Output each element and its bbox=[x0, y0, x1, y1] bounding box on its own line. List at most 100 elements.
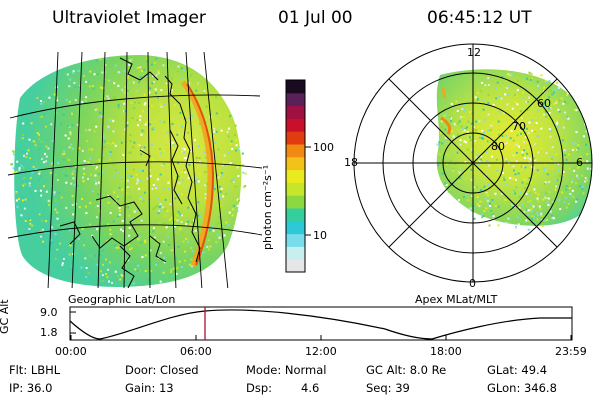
speckle-pixel bbox=[501, 76, 504, 79]
mlt-label-12: 12 bbox=[467, 46, 481, 59]
speckle-pixel bbox=[215, 96, 218, 99]
speckle-pixel bbox=[59, 242, 62, 245]
speckle-pixel bbox=[557, 162, 560, 165]
speckle-pixel bbox=[141, 148, 144, 151]
speckle-pixel bbox=[31, 224, 34, 227]
colorbar-cell bbox=[286, 118, 305, 132]
speckle-pixel bbox=[486, 199, 489, 202]
speckle-pixel bbox=[234, 124, 237, 127]
speckle-pixel bbox=[526, 77, 528, 80]
speckle-pixel bbox=[152, 127, 155, 130]
speckle-pixel bbox=[515, 160, 518, 162]
speckle-pixel bbox=[572, 167, 575, 170]
speckle-pixel bbox=[23, 154, 25, 157]
colorbar-cell bbox=[286, 92, 305, 107]
speckle-pixel bbox=[469, 150, 472, 153]
speckle-pixel bbox=[527, 228, 530, 231]
speckle-pixel bbox=[544, 182, 546, 185]
speckle-pixel bbox=[170, 88, 173, 91]
speckle-pixel bbox=[185, 79, 188, 82]
speckle-pixel bbox=[188, 189, 191, 192]
speckle-pixel bbox=[190, 258, 193, 261]
speckle-pixel bbox=[512, 165, 515, 168]
speckle-pixel bbox=[545, 115, 548, 118]
speckle-pixel bbox=[472, 207, 475, 209]
speckle-pixel bbox=[191, 220, 194, 223]
speckle-pixel bbox=[77, 69, 80, 72]
speckle-pixel bbox=[162, 240, 165, 243]
speckle-pixel bbox=[538, 205, 541, 208]
speckle-pixel bbox=[157, 72, 160, 75]
speckle-pixel bbox=[480, 213, 483, 216]
speckle-pixel bbox=[539, 125, 541, 128]
speckle-pixel bbox=[106, 95, 109, 98]
speckle-pixel bbox=[574, 98, 577, 101]
speckle-pixel bbox=[107, 223, 109, 226]
mlat-label-80: 80 bbox=[491, 140, 505, 153]
speckle-pixel bbox=[555, 119, 558, 122]
speckle-pixel bbox=[526, 152, 529, 155]
speckle-pixel bbox=[104, 71, 107, 74]
speckle-pixel bbox=[534, 143, 537, 146]
speckle-pixel bbox=[498, 110, 501, 113]
speckle-pixel bbox=[544, 192, 547, 195]
speckle-pixel bbox=[230, 175, 233, 178]
speckle-pixel bbox=[478, 136, 481, 139]
speckle-pixel bbox=[85, 212, 88, 215]
speckle-pixel bbox=[528, 209, 531, 212]
speckle-pixel bbox=[187, 131, 190, 134]
speckle-pixel bbox=[507, 85, 510, 88]
speckle-pixel bbox=[181, 171, 184, 173]
speckle-pixel bbox=[92, 87, 95, 90]
speckle-pixel bbox=[40, 229, 42, 232]
speckle-pixel bbox=[487, 129, 490, 132]
timeline-ylabel: GC Alt bbox=[0, 299, 11, 334]
speckle-pixel bbox=[447, 190, 450, 193]
speckle-pixel bbox=[475, 120, 478, 123]
speckle-pixel bbox=[505, 158, 508, 161]
speckle-pixel bbox=[129, 248, 132, 251]
speckle-pixel bbox=[435, 143, 438, 146]
speckle-pixel bbox=[40, 194, 43, 197]
speckle-pixel bbox=[575, 109, 578, 112]
speckle-pixel bbox=[112, 142, 115, 144]
speckle-pixel bbox=[529, 158, 532, 161]
speckle-pixel bbox=[509, 74, 512, 77]
speckle-pixel bbox=[238, 199, 240, 202]
speckle-pixel bbox=[482, 137, 485, 140]
speckle-pixel bbox=[127, 206, 130, 209]
speckle-pixel bbox=[108, 158, 111, 161]
speckle-pixel bbox=[179, 213, 182, 216]
speckle-pixel bbox=[11, 150, 14, 152]
speckle-pixel bbox=[527, 200, 530, 203]
speckle-pixel bbox=[97, 173, 100, 176]
speckle-pixel bbox=[20, 150, 23, 153]
speckle-pixel bbox=[17, 198, 20, 200]
speckle-pixel bbox=[441, 142, 444, 145]
speckle-pixel bbox=[29, 176, 32, 179]
speckle-pixel bbox=[573, 147, 576, 150]
speckle-pixel bbox=[551, 155, 554, 158]
speckle-pixel bbox=[103, 97, 106, 100]
colorbar-cell bbox=[286, 259, 305, 273]
speckle-pixel bbox=[585, 130, 588, 133]
speckle-pixel bbox=[554, 89, 557, 92]
speckle-pixel bbox=[10, 163, 13, 166]
speckle-pixel bbox=[216, 174, 219, 177]
speckle-pixel bbox=[136, 119, 139, 122]
speckle-pixel bbox=[16, 160, 19, 163]
speckle-pixel bbox=[568, 153, 571, 156]
polar-grid bbox=[353, 43, 593, 283]
speckle-pixel bbox=[506, 103, 509, 106]
speckle-pixel bbox=[179, 111, 182, 114]
speckle-pixel bbox=[68, 100, 71, 103]
speckle-pixel bbox=[536, 118, 538, 121]
speckle-pixel bbox=[477, 98, 479, 101]
speckle-pixel bbox=[103, 140, 106, 143]
speckle-pixel bbox=[225, 221, 228, 224]
speckle-pixel bbox=[70, 182, 73, 185]
speckle-pixel bbox=[220, 129, 223, 132]
speckle-pixel bbox=[148, 169, 151, 172]
speckle-pixel bbox=[175, 272, 178, 275]
speckle-pixel bbox=[557, 108, 560, 111]
